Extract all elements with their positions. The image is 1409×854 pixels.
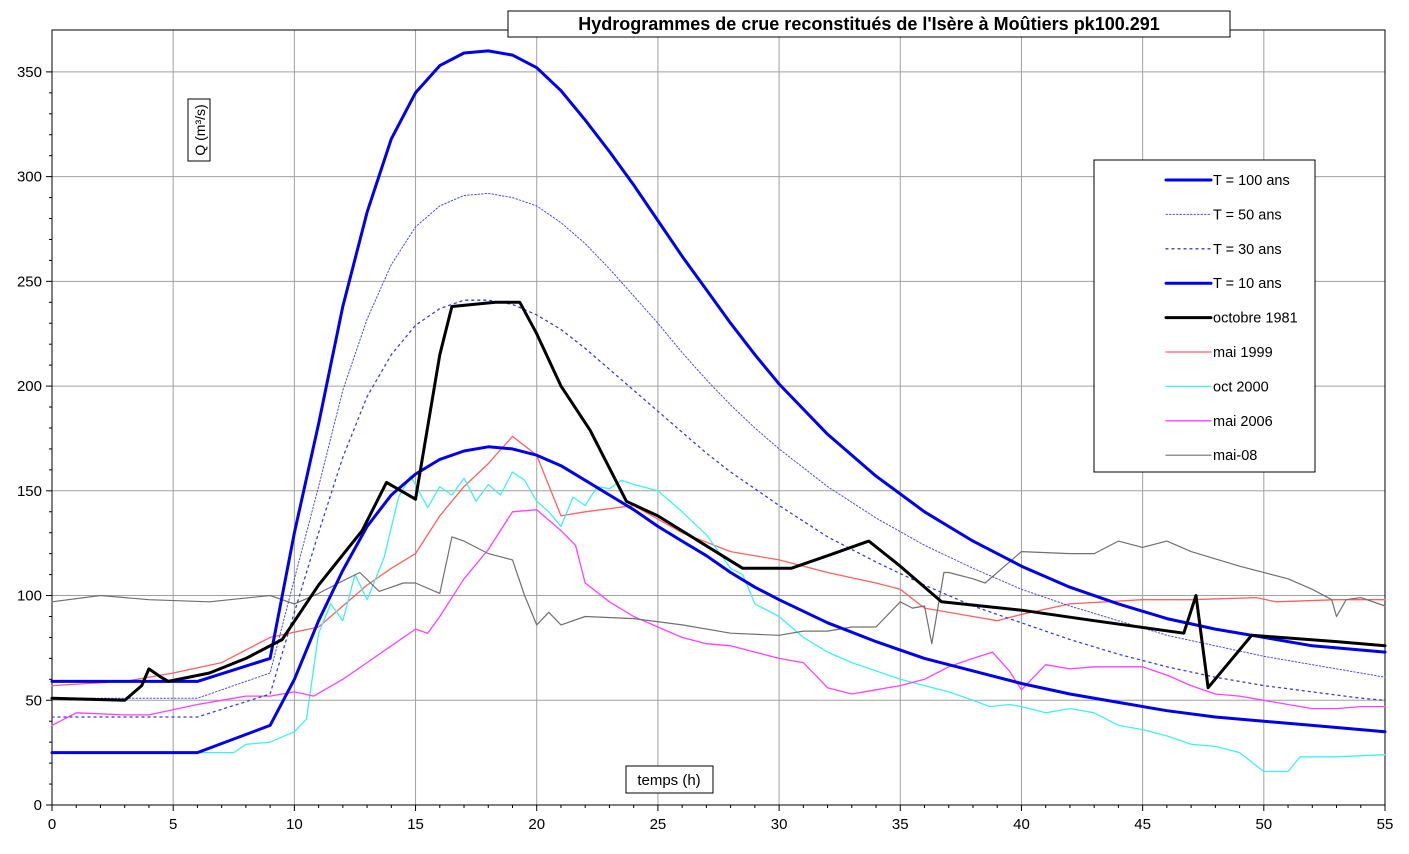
- series-line-mai-08: [51, 536, 1386, 645]
- y-tick-label: 300: [17, 169, 42, 186]
- legend-label-octobre-1981: octobre 1981: [1213, 311, 1298, 327]
- series-line-t-30-ans: [51, 299, 1386, 718]
- x-axis-label: temps (h): [637, 772, 700, 789]
- series-group: [50, 49, 1387, 773]
- y-tick-label: 100: [17, 588, 42, 605]
- legend-label-oct-2000: oct 2000: [1213, 379, 1269, 395]
- legend-items: T = 100 ans T = 50 ans T = 30 ans T = 10 an…: [1164, 173, 1298, 464]
- chart-title: Hydrogrammes de crue reconstitués de l'I…: [578, 14, 1160, 34]
- y-axis-label-box: [187, 98, 211, 162]
- x-tick-label: 30: [771, 816, 788, 833]
- x-tick-label: 20: [528, 816, 545, 833]
- legend-label-t-100-ans: T = 100 ans: [1213, 173, 1290, 189]
- x-tick-label: 0: [48, 816, 56, 833]
- series-line-octobre-1981: [50, 300, 1387, 702]
- x-tick-label: 25: [650, 816, 667, 833]
- y-tick-label: 350: [17, 64, 42, 81]
- chart-title-box: [507, 10, 1231, 38]
- legend-label-t-50-ans: T = 50 ans: [1213, 207, 1282, 223]
- x-tick-label: 15: [407, 816, 424, 833]
- x-tick-label: 10: [286, 816, 303, 833]
- legend-label-mai-1999: mai 1999: [1213, 345, 1273, 361]
- y-tick-label: 0: [34, 797, 42, 814]
- series-line-oct-2000: [196, 471, 1386, 773]
- x-axis-label-box: [625, 765, 714, 794]
- x-tick-label: 35: [892, 816, 909, 833]
- series-line-t-100-ans: [50, 49, 1387, 683]
- y-tick-label: 150: [17, 483, 42, 500]
- x-tick-label: 45: [1134, 816, 1151, 833]
- legend: T = 100 ans T = 50 ans T = 30 ans T = 10 an…: [1093, 159, 1316, 473]
- x-tick-label: 40: [1013, 816, 1030, 833]
- legend-label-t-10-ans: T = 10 ans: [1213, 276, 1282, 292]
- x-tick-label: 50: [1255, 816, 1272, 833]
- axes: 0 5 10 15 20 25 30 35 40 45 50 55 0 50 100 150 200 250 300…: [17, 64, 1393, 833]
- y-tick-label: 50: [25, 692, 42, 709]
- legend-box: [1093, 159, 1316, 473]
- legend-label-mai-2006: mai 2006: [1213, 414, 1273, 430]
- x-tick-label: 5: [169, 816, 177, 833]
- y-axis-label: Q (m³/s): [192, 104, 208, 155]
- legend-label-mai-08: mai-08: [1213, 448, 1257, 464]
- y-tick-label: 250: [17, 273, 42, 290]
- series-line-t-10-ans: [50, 445, 1387, 755]
- series-line-mai-2006: [51, 509, 1386, 727]
- y-tick-label: 200: [17, 378, 42, 395]
- legend-label-t-30-ans: T = 30 ans: [1213, 242, 1282, 258]
- series-line-t-50-ans: [51, 192, 1386, 699]
- x-tick-label: 55: [1377, 816, 1394, 833]
